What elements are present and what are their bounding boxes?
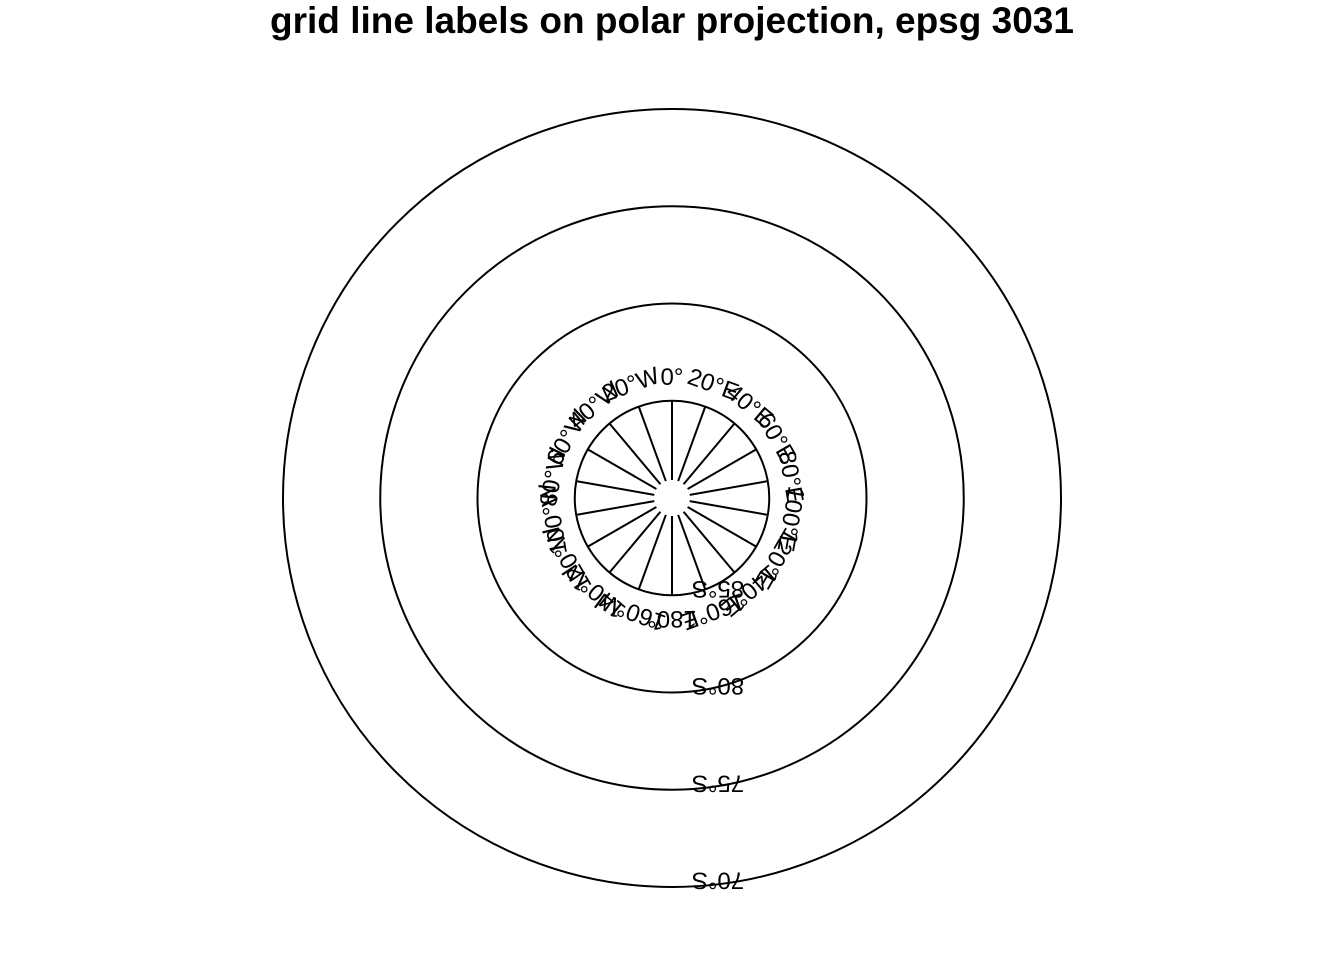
meridian-line — [687, 506, 757, 548]
parallel-labels: 85°S 80°S 75°S 70°S — [692, 575, 744, 894]
parallel-label: 80°S — [692, 672, 744, 699]
meridian-label: 180° — [647, 605, 697, 632]
meridian-line — [637, 406, 667, 482]
meridian-line — [576, 480, 655, 496]
meridian-label: 0° — [661, 364, 684, 391]
map-title: grid line labels on polar projection, ep… — [270, 0, 1074, 41]
parallel-label: 85°S — [692, 575, 744, 602]
meridian-line — [637, 514, 667, 590]
meridian-line — [689, 480, 768, 496]
meridian-line — [682, 511, 736, 574]
meridian-line — [682, 422, 736, 485]
parallel-label: 70°S — [692, 867, 744, 894]
parallel-line — [476, 302, 868, 694]
meridian-lines — [576, 400, 768, 596]
meridian-line — [587, 448, 657, 490]
meridian-line — [608, 422, 662, 485]
parallel-line — [379, 205, 965, 791]
meridian-line — [677, 514, 707, 590]
meridian-line — [687, 448, 757, 490]
parallel-label: 75°S — [692, 769, 744, 796]
meridian-line — [576, 500, 655, 516]
meridian-line — [677, 406, 707, 482]
parallel-lines — [282, 108, 1062, 888]
meridian-line — [608, 511, 662, 574]
meridian-label: 20°W — [599, 362, 664, 408]
parallel-line — [282, 108, 1062, 888]
meridian-line — [587, 506, 657, 548]
meridian-line — [689, 500, 768, 516]
